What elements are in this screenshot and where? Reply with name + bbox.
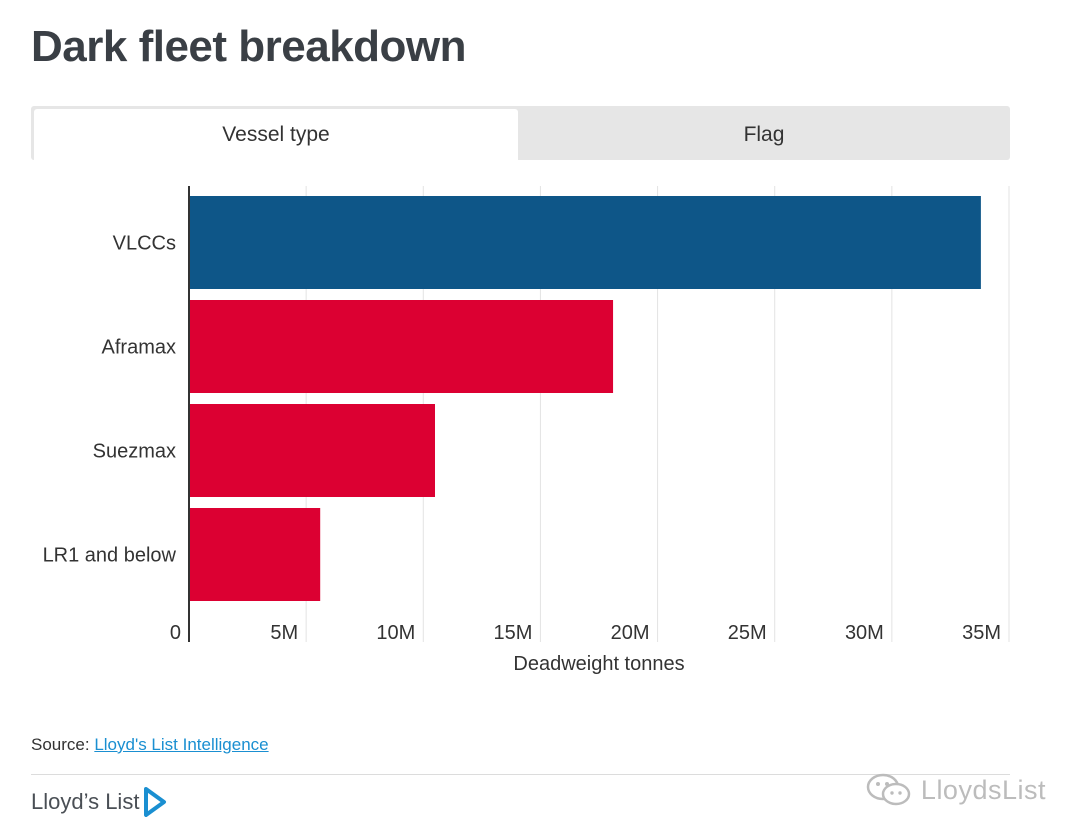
- wechat-icon: [866, 773, 911, 806]
- category-label: Aframax: [102, 337, 176, 359]
- bar-chart: VLCCs Aframax Suezmax LR1 and below 0 5M 10M 15…: [43, 186, 1010, 675]
- x-tick-label: 20M: [611, 622, 650, 644]
- x-tick-label: 10M: [376, 622, 415, 644]
- source-link[interactable]: Lloyd's List Intelligence: [94, 735, 269, 754]
- bar: [189, 196, 981, 289]
- category-label: Suezmax: [93, 441, 176, 463]
- bar: [189, 508, 321, 601]
- x-tick-label: 15M: [494, 622, 533, 644]
- x-tick-label: 0: [170, 622, 181, 644]
- brand-name: Lloyd’s List: [31, 789, 140, 814]
- x-axis-title: Deadweight tonnes: [513, 653, 684, 675]
- x-tick-label: 25M: [728, 622, 767, 644]
- bar: [189, 300, 614, 393]
- tab-vessel-type[interactable]: Vessel type: [34, 109, 518, 160]
- tab-bar: Vessel type Flag: [31, 106, 1010, 160]
- wechat-watermark: LloydsList: [865, 772, 1046, 808]
- chart-title: Dark fleet breakdown: [31, 22, 467, 71]
- tab-flag[interactable]: Flag: [743, 122, 785, 146]
- brand-logo: Lloyd’s List: [31, 787, 167, 817]
- source-line: Source: Lloyd's List Intelligence: [31, 735, 269, 755]
- play-arrow-icon: [144, 787, 167, 817]
- watermark-text: LloydsList: [920, 774, 1046, 805]
- x-tick-label: 35M: [962, 622, 1001, 644]
- footer-divider: [31, 774, 1010, 775]
- bar: [189, 404, 435, 497]
- x-tick-label: 30M: [845, 622, 884, 644]
- source-prefix: Source:: [31, 735, 95, 754]
- x-tick-label: 5M: [270, 622, 298, 644]
- category-label: VLCCs: [113, 233, 176, 255]
- category-label: LR1 and below: [43, 545, 177, 567]
